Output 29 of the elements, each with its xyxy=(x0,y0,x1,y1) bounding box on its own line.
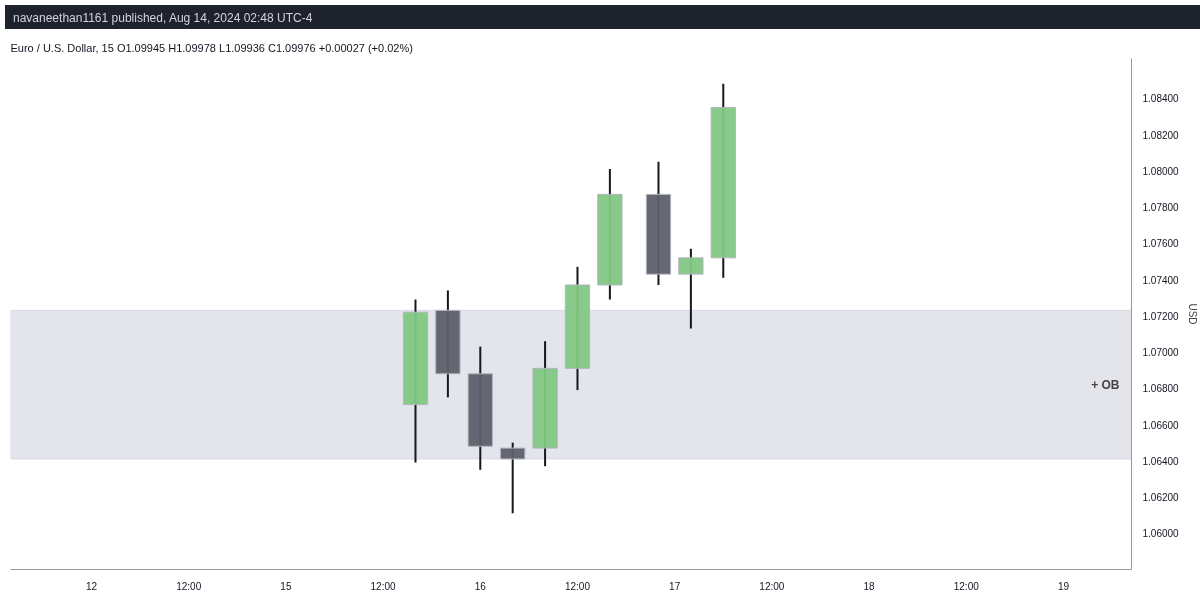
x-tick-label: 12:00 xyxy=(953,580,980,592)
x-tick-label: 12:00 xyxy=(176,580,202,592)
y-tick-label: 1.07600 xyxy=(1142,238,1180,250)
chart-title: Euro / U.S. Dollar, 15 O1.09945 H1.09978 L1.09936 C1.09976 +0.00027 (+0.02%) xyxy=(10,41,413,54)
y-tick-label: 1.07200 xyxy=(1142,310,1180,322)
x-tick-label: 18 xyxy=(863,580,876,592)
y-tick-label: 1.06200 xyxy=(1142,492,1180,504)
y-tick-label: 1.08400 xyxy=(1142,93,1180,105)
x-tick-label: 16 xyxy=(474,580,487,592)
y-tick-label: 1.06600 xyxy=(1142,419,1180,431)
x-tick-label: 12:00 xyxy=(370,580,397,592)
y-tick-label: 1.07800 xyxy=(1142,202,1180,214)
y-tick-label: 1.07400 xyxy=(1142,274,1180,286)
y-tick-label: 1.06000 xyxy=(1142,528,1180,540)
y-axis-title: USD xyxy=(1186,303,1198,325)
y-tick-label: 1.06800 xyxy=(1142,383,1180,395)
y-tick-label: 1.07000 xyxy=(1142,347,1180,359)
x-tick-label: 12:00 xyxy=(564,580,591,592)
x-tick-label: 12:00 xyxy=(759,580,785,592)
chart-subtitle: navaneethan1161 published, Aug 14, 2024 02:48 UTC-4 xyxy=(13,10,313,27)
candlestick xyxy=(500,441,526,515)
x-tick-label: 15 xyxy=(280,580,292,592)
band-label: + OB xyxy=(1091,377,1120,392)
x-tick-label: 12 xyxy=(85,580,98,592)
x-tick-label: 19 xyxy=(1057,580,1070,592)
y-tick-label: 1.08000 xyxy=(1142,165,1180,177)
y-tick-label: 1.06400 xyxy=(1142,455,1180,467)
x-tick-label: 17 xyxy=(669,580,681,592)
y-tick-label: 1.08200 xyxy=(1142,129,1180,141)
